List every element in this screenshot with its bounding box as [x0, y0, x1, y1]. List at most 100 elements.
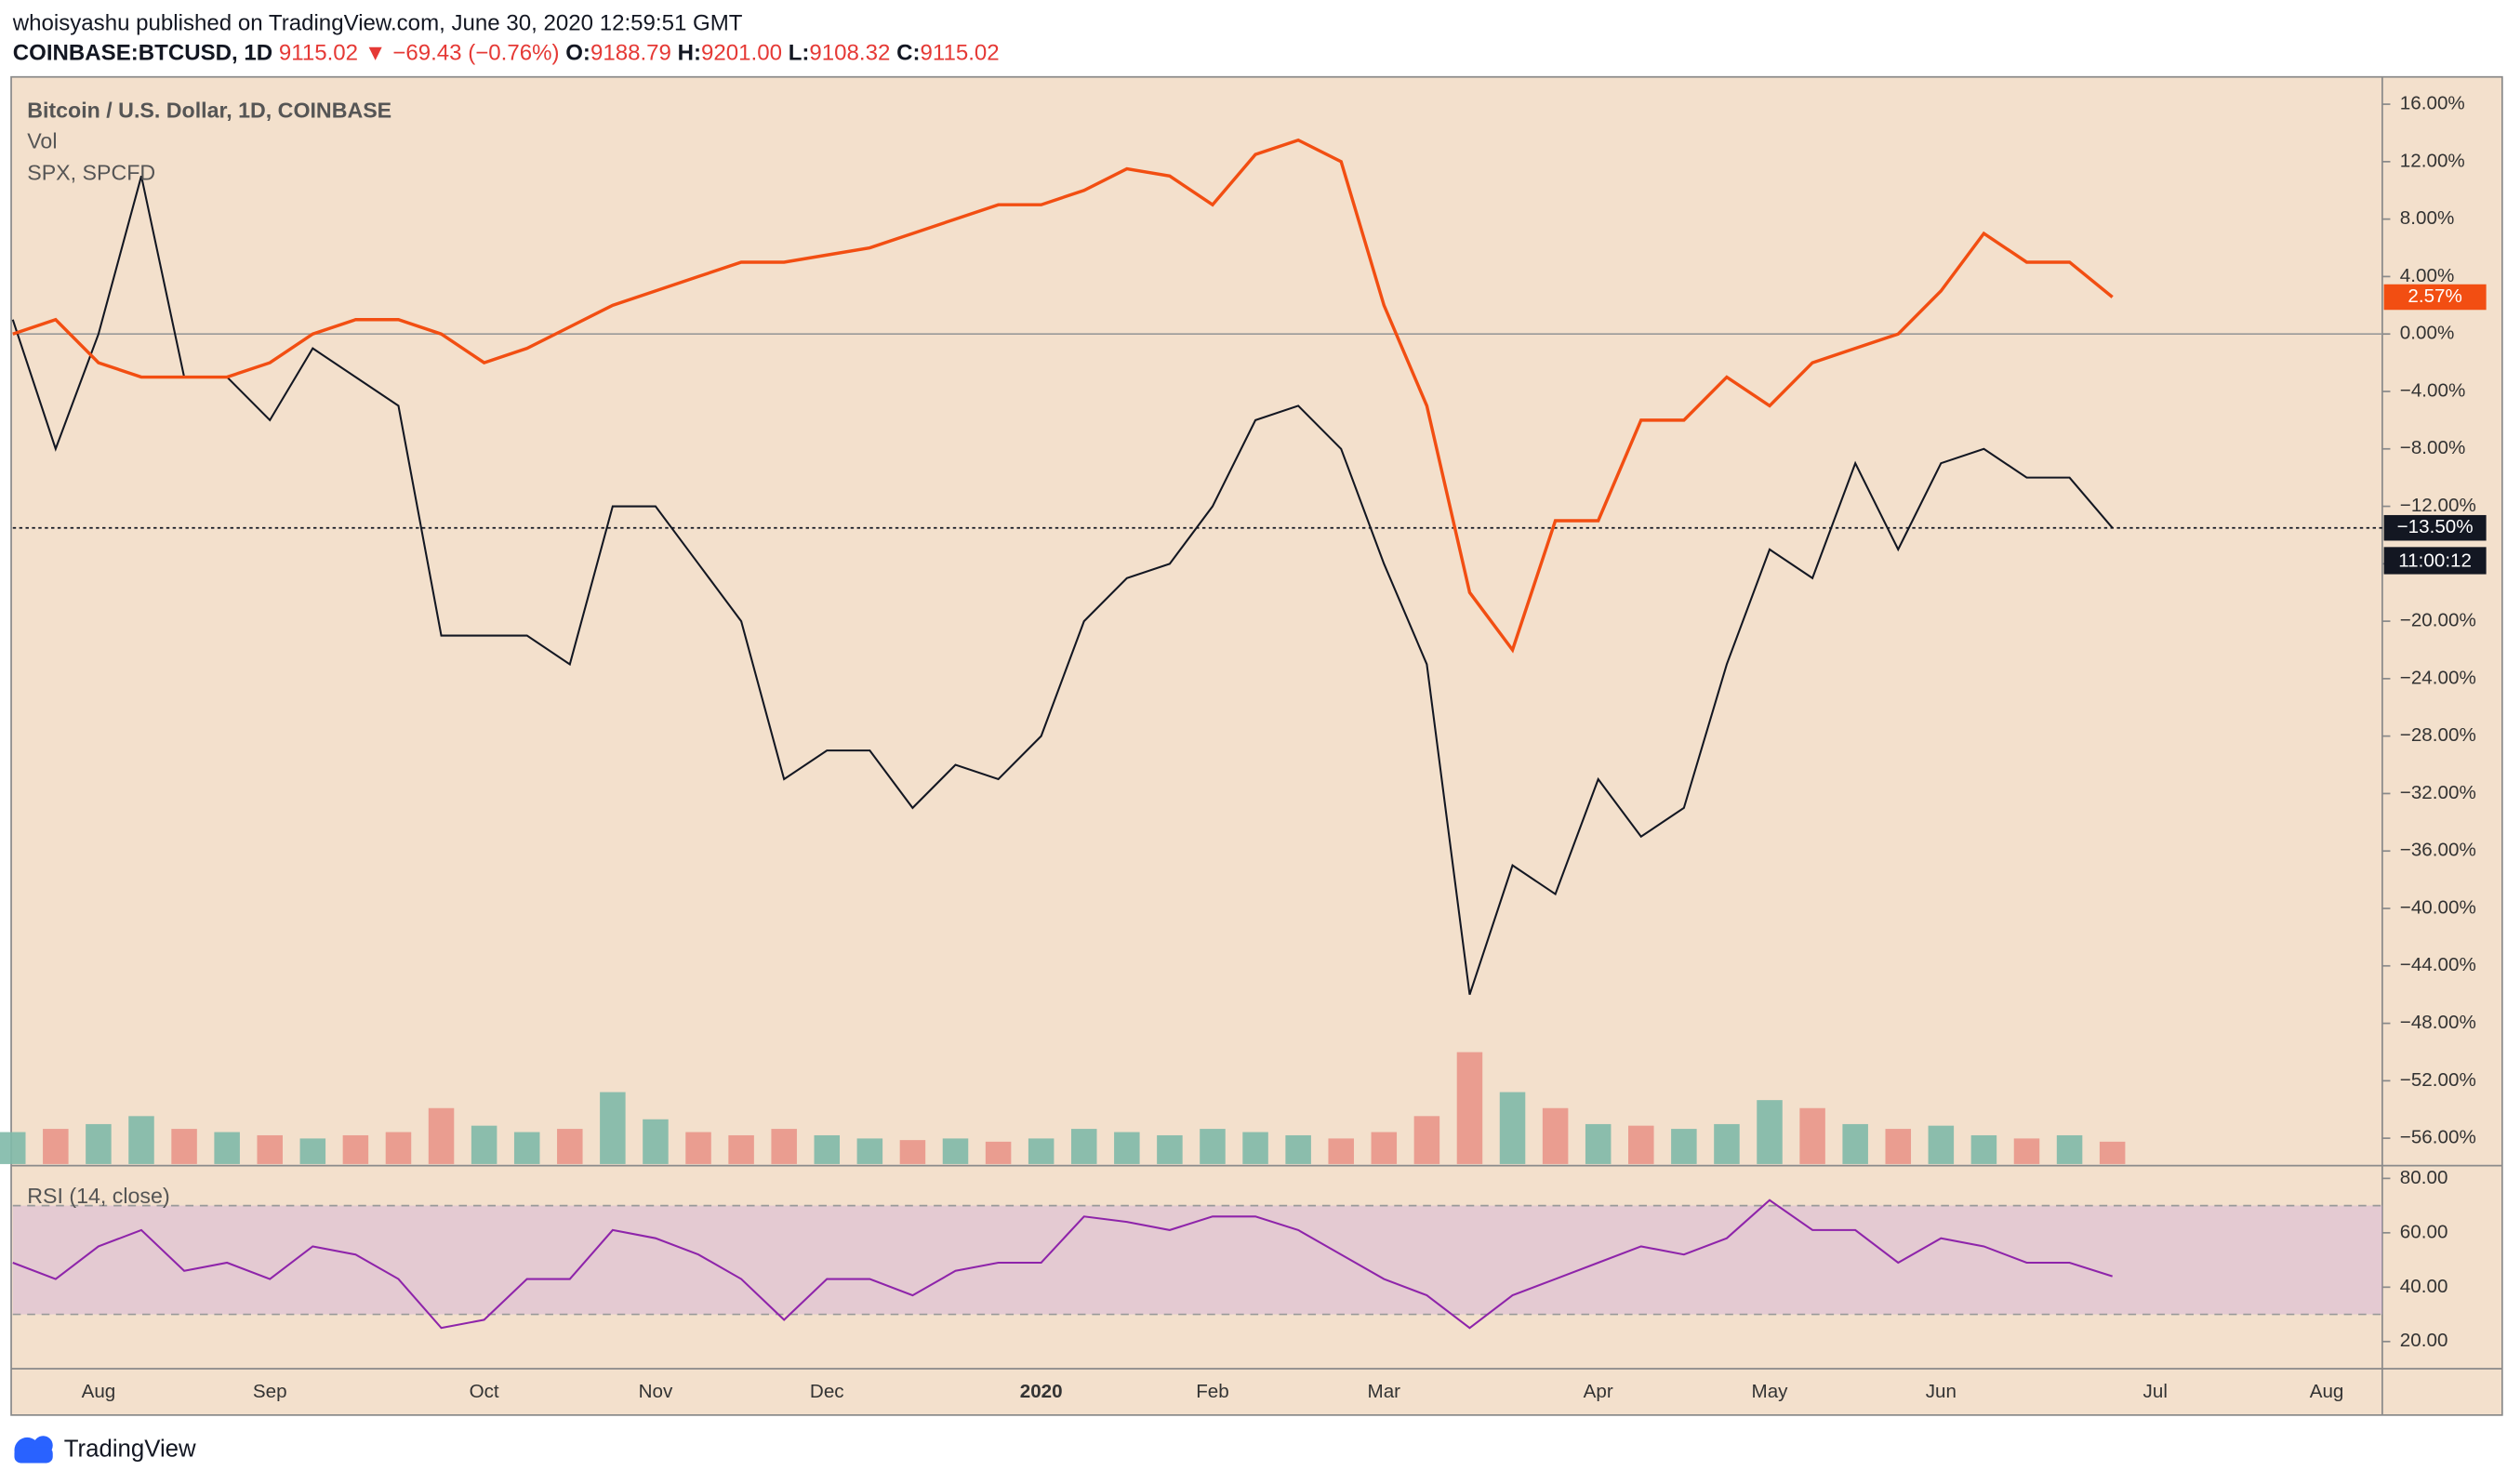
volume-bar — [1028, 1138, 1055, 1164]
high: 9201.00 — [701, 41, 782, 66]
last-value-box — [2383, 514, 2487, 541]
volume-bar — [1070, 1129, 1097, 1164]
volume-bar — [513, 1132, 540, 1164]
volume-bar — [257, 1134, 283, 1164]
last-value-label: 2.57% — [2408, 285, 2461, 307]
volume-bar — [985, 1141, 1012, 1164]
y-tick-label: 16.00% — [2400, 93, 2465, 114]
y-tick-label: −40.00% — [2400, 896, 2476, 918]
volume-bar — [814, 1134, 841, 1164]
volume-bar — [2099, 1141, 2126, 1164]
volume-bar — [600, 1092, 626, 1164]
volume-bar — [128, 1116, 154, 1164]
y-tick-label: 40.00 — [2400, 1276, 2448, 1297]
volume-bar — [385, 1132, 412, 1164]
legend-rsi: RSI (14, close) — [27, 1184, 169, 1208]
last-value-label: −13.50% — [2397, 516, 2474, 537]
volume-bar — [342, 1134, 369, 1164]
x-tick-label: Dec — [810, 1381, 844, 1402]
volume-bar — [1842, 1123, 1868, 1164]
x-tick-label: Apr — [1584, 1381, 1613, 1402]
volume-bar — [1542, 1107, 1569, 1164]
change: −69.43 (−0.76%) — [392, 41, 559, 66]
x-tick-label: Nov — [639, 1381, 673, 1402]
volume-bar — [1413, 1116, 1440, 1164]
arrow: ▼ — [365, 41, 387, 66]
volume-bar — [1499, 1092, 1526, 1164]
x-tick-label: Jul — [2143, 1381, 2168, 1402]
published-line: whoisyashu published on TradingView.com,… — [12, 10, 743, 35]
series-line — [11, 176, 2114, 995]
volume-bar — [728, 1134, 754, 1164]
last: 9115.02 — [279, 41, 358, 66]
volume-bar — [2013, 1138, 2040, 1164]
y-tick-label: −52.00% — [2400, 1069, 2476, 1091]
y-tick-label: −20.00% — [2400, 610, 2476, 631]
x-tick-label: Mar — [1368, 1381, 1401, 1402]
close: 9115.02 — [920, 41, 999, 66]
volume-bar — [1157, 1134, 1183, 1164]
volume-bar — [856, 1138, 883, 1164]
y-tick-label: −28.00% — [2400, 724, 2476, 746]
volume-bar — [1928, 1125, 1955, 1164]
volume-bar — [299, 1138, 326, 1164]
volume-bar — [1242, 1132, 1268, 1164]
volume-bar — [1757, 1100, 1783, 1164]
x-tick-label: Sep — [253, 1381, 287, 1402]
volume-bar — [1799, 1107, 1825, 1164]
x-tick-label: May — [1752, 1381, 1789, 1402]
volume-bar — [1200, 1129, 1226, 1164]
quote-line: COINBASE:BTCUSD, 1D 9115.02 ▼ −69.43 (−0… — [13, 41, 1000, 66]
l-label: L: — [789, 41, 810, 66]
h-label: H: — [678, 41, 701, 66]
y-tick-label: 8.00% — [2400, 207, 2454, 229]
x-tick-label: Oct — [470, 1381, 499, 1402]
c-label: C: — [896, 41, 920, 66]
y-tick-label: 12.00% — [2400, 150, 2465, 171]
y-tick-label: −36.00% — [2400, 840, 2476, 861]
x-tick-label: Jun — [1926, 1381, 1957, 1402]
volume-bar — [0, 1132, 26, 1164]
y-tick-label: −56.00% — [2400, 1127, 2476, 1148]
open: 9188.79 — [590, 41, 671, 66]
volume-bar — [942, 1138, 969, 1164]
countdown-box — [2383, 547, 2487, 575]
volume-bar — [557, 1129, 583, 1164]
x-tick-label: Aug — [82, 1381, 116, 1402]
x-tick-label: Aug — [2310, 1381, 2344, 1402]
y-tick-label: 20.00 — [2400, 1330, 2448, 1351]
volume-bar — [1628, 1125, 1654, 1164]
series-line — [12, 138, 2114, 654]
volume-bar — [899, 1140, 926, 1164]
y-tick-label: −4.00% — [2400, 379, 2466, 401]
volume-bar — [1585, 1123, 1612, 1164]
y-tick-label: −8.00% — [2400, 437, 2466, 458]
countdown: 11:00:12 — [2398, 550, 2472, 571]
legend-btc: Bitcoin / U.S. Dollar, 1D, COINBASE — [27, 99, 391, 123]
volume-bar — [1885, 1129, 1912, 1164]
volume-bar — [1328, 1138, 1354, 1164]
series-line — [12, 1199, 2113, 1330]
y-tick-label: −12.00% — [2400, 495, 2476, 516]
volume-bar — [1114, 1132, 1140, 1164]
volume-bar — [643, 1119, 669, 1164]
legend-spx: SPX, SPCFD — [27, 161, 155, 185]
low: 9108.32 — [809, 41, 890, 66]
volume-bar — [1714, 1123, 1740, 1164]
y-tick-label: −44.00% — [2400, 954, 2476, 975]
y-tick-label: 0.00% — [2400, 323, 2454, 344]
y-tick-label: −24.00% — [2400, 667, 2476, 688]
volume-bar — [214, 1132, 240, 1164]
y-tick-label: 4.00% — [2400, 265, 2454, 286]
brand: TradingView — [64, 1437, 196, 1463]
legend-vol: Vol — [27, 128, 57, 152]
o-label: O: — [565, 41, 590, 66]
volume-bar — [1970, 1134, 1997, 1164]
volume-bar — [2056, 1134, 2083, 1164]
y-tick-label: 80.00 — [2400, 1167, 2448, 1188]
y-tick-label: 60.00 — [2400, 1221, 2448, 1242]
volume-bar — [685, 1132, 711, 1164]
volume-bar — [771, 1129, 797, 1164]
y-tick-label: −32.00% — [2400, 782, 2476, 803]
